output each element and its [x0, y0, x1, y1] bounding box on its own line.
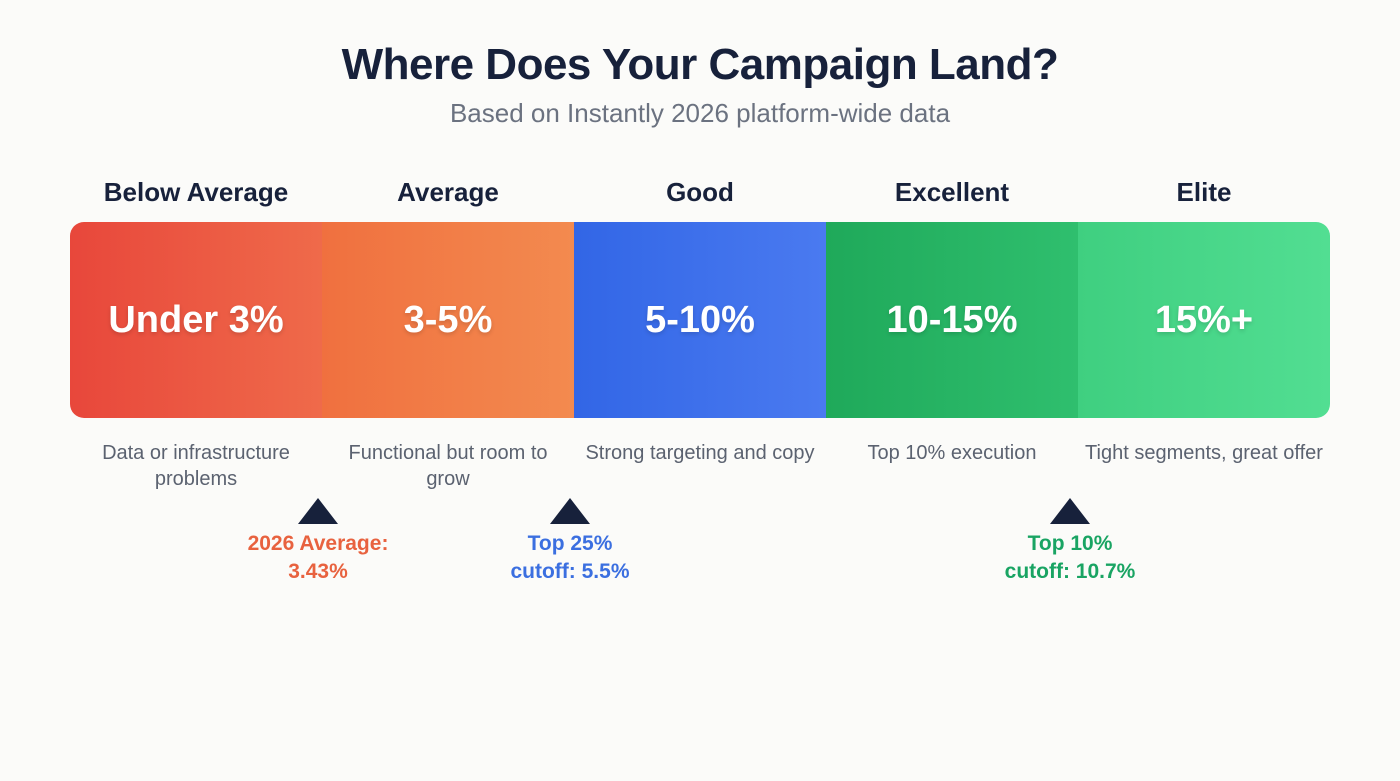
bar-segment-elite[interactable]: 15%+ [1078, 222, 1330, 418]
callout-text-average: 2026 Average: 3.43% [198, 530, 438, 587]
bar-value-below-average: Under 3% [108, 299, 283, 342]
up-arrow-icon-top25 [550, 498, 590, 524]
label-average: Average [322, 177, 574, 208]
page-title: Where Does Your Campaign Land? [0, 40, 1400, 90]
bar-segment-average[interactable]: 3-5% [322, 222, 574, 418]
slide-container: Where Does Your Campaign Land? Based on … [0, 0, 1400, 781]
bar-value-elite: 15%+ [1155, 299, 1253, 342]
category-labels-row: Below Average Average Good Excellent Eli… [70, 177, 1330, 208]
label-excellent: Excellent [826, 177, 1078, 208]
bar-segment-excellent[interactable]: 10-15% [826, 222, 1078, 418]
bar-value-excellent: 10-15% [887, 299, 1018, 342]
bar-value-average: 3-5% [404, 299, 493, 342]
label-elite: Elite [1078, 177, 1330, 208]
bar-segment-good[interactable]: 5-10% [574, 222, 826, 418]
bar-value-good: 5-10% [645, 299, 755, 342]
callout-2026-average: 2026 Average: 3.43% [198, 498, 438, 587]
desc-below-average: Data or infrastructure problems [70, 440, 322, 492]
callout-top10: Top 10% cutoff: 10.7% [950, 498, 1190, 587]
description-row: Data or infrastructure problems Function… [70, 440, 1330, 492]
up-arrow-icon-average [298, 498, 338, 524]
desc-excellent: Top 10% execution [826, 440, 1078, 492]
callout-text-top10: Top 10% cutoff: 10.7% [950, 530, 1190, 587]
desc-good: Strong targeting and copy [574, 440, 826, 492]
callout-text-top25: Top 25% cutoff: 5.5% [450, 530, 690, 587]
label-below-average: Below Average [70, 177, 322, 208]
desc-average: Functional but room to grow [322, 440, 574, 492]
desc-elite: Tight segments, great offer [1078, 440, 1330, 492]
page-subtitle: Based on Instantly 2026 platform-wide da… [0, 98, 1400, 129]
performance-bar: Under 3% 3-5% 5-10% 10-15% 15%+ [70, 222, 1330, 418]
bar-segment-below-average[interactable]: Under 3% [70, 222, 322, 418]
callouts-row: 2026 Average: 3.43% Top 25% cutoff: 5.5%… [70, 498, 1330, 628]
label-good: Good [574, 177, 826, 208]
up-arrow-icon-top10 [1050, 498, 1090, 524]
header-section: Where Does Your Campaign Land? Based on … [0, 0, 1400, 129]
callout-top25: Top 25% cutoff: 5.5% [450, 498, 690, 587]
